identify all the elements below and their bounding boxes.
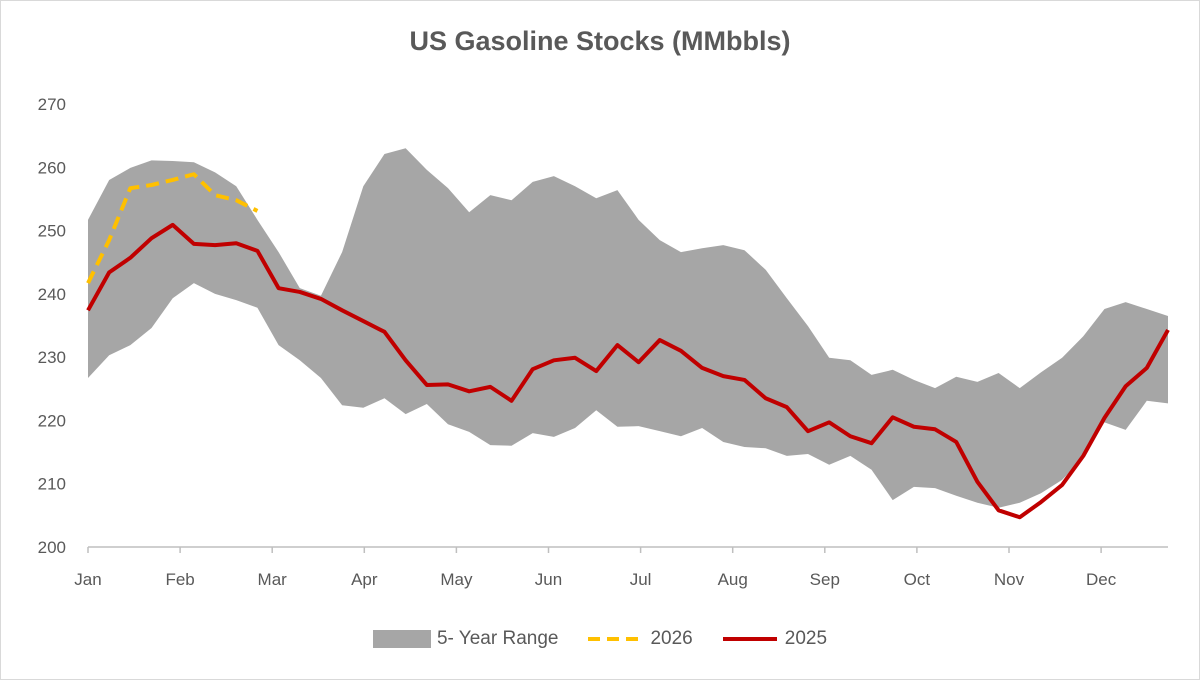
y-tick-label: 240: [38, 285, 66, 304]
y-tick-label: 220: [38, 411, 66, 430]
x-tick-label: Apr: [351, 570, 378, 589]
legend: 5- Year Range 2026 2025: [0, 628, 1200, 650]
x-tick-label: Aug: [718, 570, 748, 589]
x-tick-label: May: [440, 570, 473, 589]
legend-item-2026: 2026: [586, 628, 693, 650]
x-tick-label: Jan: [74, 570, 101, 589]
chart-title: US Gasoline Stocks (MMbbls): [409, 26, 791, 56]
x-tick-label: Mar: [258, 570, 288, 589]
line-2026: [86, 172, 259, 284]
x-tick-label: Oct: [904, 570, 931, 589]
y-tick-label: 210: [38, 475, 66, 494]
legend-swatch-2025: [722, 637, 777, 641]
y-tick-label: 250: [38, 222, 66, 241]
line-2025: [86, 222, 1170, 520]
legend-swatch-2026: [588, 637, 643, 641]
x-tick-label: Jun: [535, 570, 562, 589]
legend-swatch-range: [372, 630, 431, 648]
legend-label-2026: 2026: [650, 628, 693, 649]
y-tick-label: 260: [38, 158, 66, 177]
legend-item-range: 5- Year Range: [372, 628, 559, 650]
y-tick-label: 200: [38, 538, 66, 557]
legend-item-2025: 2025: [721, 628, 827, 650]
x-tick-label: Dec: [1086, 570, 1117, 589]
x-tick-label: Sep: [810, 570, 840, 589]
y-tick-label: 230: [38, 348, 66, 367]
x-tick-label: Jul: [630, 570, 652, 589]
x-tick-label: Nov: [994, 570, 1025, 589]
x-tick-label: Feb: [165, 570, 194, 589]
legend-label-range: 5- Year Range: [436, 628, 559, 649]
y-tick-label: 270: [38, 95, 66, 114]
legend-label-2025: 2025: [784, 628, 828, 649]
range-band: [88, 148, 1168, 508]
